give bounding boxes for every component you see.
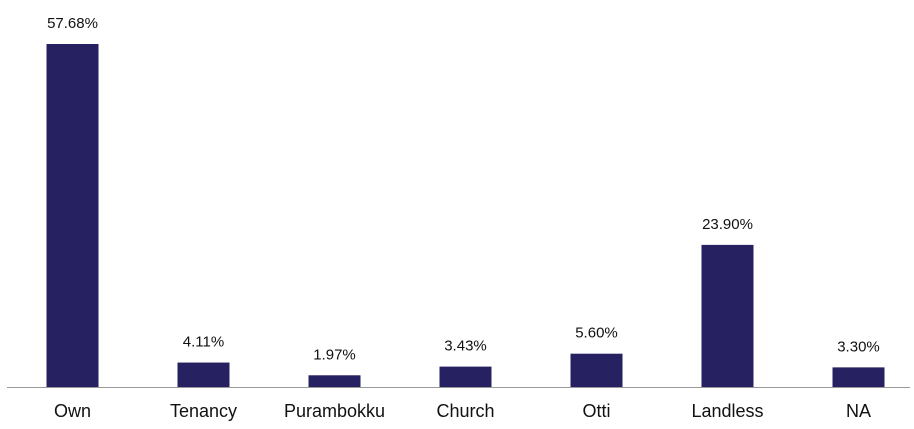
x-tick-label: Purambokku <box>284 401 385 421</box>
value-label: 23.90% <box>702 216 753 233</box>
x-tick-label: Own <box>54 401 91 421</box>
value-label: 3.30% <box>837 338 880 355</box>
x-tick-label: Otti <box>582 401 610 421</box>
bar <box>308 375 361 387</box>
value-label: 57.68% <box>47 15 98 32</box>
value-label: 1.97% <box>313 346 356 363</box>
x-tick-label: Landless <box>691 401 763 421</box>
bar <box>46 44 99 387</box>
x-tick-label: Tenancy <box>170 401 237 421</box>
x-tick-label: Church <box>436 401 494 421</box>
bar <box>439 366 492 387</box>
x-tick-label: NA <box>846 401 871 421</box>
bar <box>701 244 754 387</box>
bar <box>177 362 230 387</box>
value-label: 5.60% <box>575 325 618 342</box>
value-label: 3.43% <box>444 338 487 355</box>
bar <box>570 353 623 387</box>
bar <box>832 367 885 387</box>
value-label: 4.11% <box>183 334 224 351</box>
